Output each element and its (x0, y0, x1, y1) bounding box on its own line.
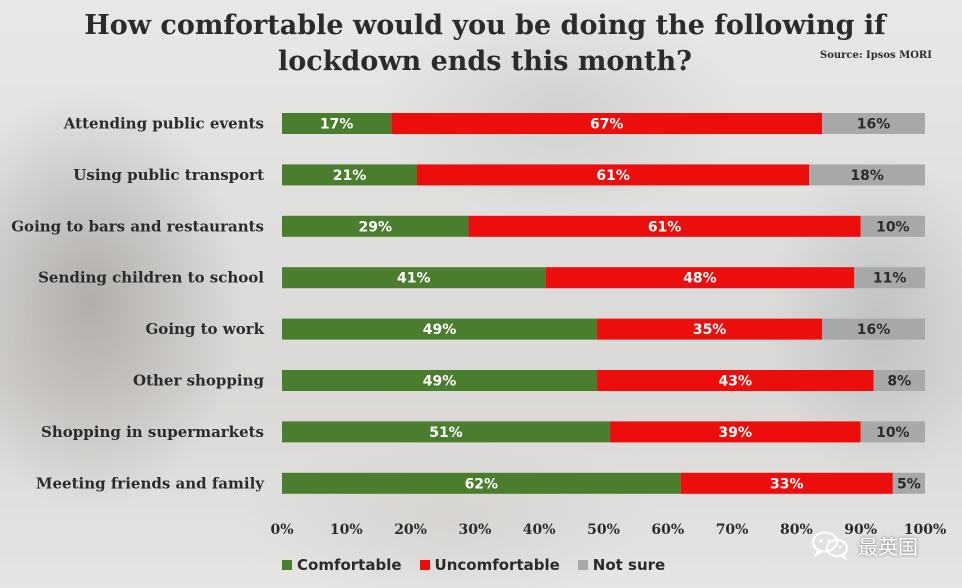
data-label-not-sure: 10% (876, 219, 910, 235)
data-label-not-sure: 16% (857, 117, 891, 133)
bar-not-sure (854, 267, 925, 289)
wechat-icon (812, 531, 848, 560)
bar-uncomfortable (597, 318, 823, 340)
bar-comfortable (282, 421, 610, 443)
category-label: Meeting friends and family (36, 474, 265, 492)
x-tick-label: 60% (651, 522, 684, 538)
data-label-not-sure: 18% (850, 168, 884, 184)
bar-not-sure (892, 472, 925, 494)
data-label-comfortable: 21% (333, 168, 367, 184)
watermark-text: 最英国 (858, 534, 918, 559)
x-tick-label: 80% (780, 522, 813, 538)
x-tick-label: 50% (587, 522, 620, 538)
bar-not-sure (822, 318, 925, 340)
x-tick-label: 40% (523, 522, 556, 538)
legend-swatch (282, 560, 292, 570)
chart-legend: Comfortable Uncomfortable Not sure (282, 556, 665, 574)
data-label-uncomfortable: 35% (693, 322, 727, 338)
x-tick-label: 70% (716, 522, 749, 538)
data-label-not-sure: 8% (887, 374, 911, 390)
data-label-comfortable: 17% (320, 117, 354, 133)
watermark: 最英国 (810, 530, 918, 560)
legend-item: Comfortable (282, 556, 402, 574)
legend-swatch (577, 560, 588, 570)
legend-item: Not sure (577, 556, 666, 574)
bar-not-sure (873, 370, 925, 391)
data-label-comfortable: 62% (465, 476, 499, 492)
data-label-not-sure: 11% (873, 271, 907, 287)
data-label-comfortable: 49% (423, 322, 457, 338)
legend-item: Uncomfortable (419, 556, 560, 574)
data-label-uncomfortable: 67% (590, 117, 624, 133)
category-label: Using public transport (73, 166, 264, 184)
data-label-uncomfortable: 43% (719, 374, 753, 390)
legend-swatch (419, 560, 430, 570)
category-label: Other shopping (133, 372, 265, 390)
bar-not-sure (822, 113, 925, 134)
bar-not-sure (860, 215, 925, 237)
x-tick-label: 90% (844, 522, 877, 538)
chart-title-line-1: How comfortable would you be doing the f… (84, 10, 886, 41)
data-label-comfortable: 51% (429, 425, 463, 441)
bar-not-sure (809, 164, 925, 186)
bar-comfortable (282, 318, 598, 340)
bar-comfortable (282, 472, 681, 494)
data-label-not-sure: 16% (857, 322, 891, 338)
bar-uncomfortable (391, 113, 823, 134)
data-label-uncomfortable: 33% (770, 476, 804, 492)
bar-uncomfortable (545, 267, 855, 289)
bar-comfortable (282, 370, 598, 391)
data-label-comfortable: 49% (423, 374, 457, 390)
category-label: Sending children to school (38, 269, 264, 287)
category-label: Going to work (146, 320, 265, 338)
data-label-comfortable: 41% (397, 271, 431, 287)
data-label-uncomfortable: 39% (719, 425, 753, 441)
legend-label: Not sure (592, 556, 666, 574)
bar-comfortable (282, 267, 546, 289)
category-label: Going to bars and restaurants (11, 217, 264, 235)
x-tick-label: 10% (330, 522, 363, 538)
legend-label: Uncomfortable (434, 556, 560, 574)
category-label: Attending public events (63, 115, 264, 133)
data-label-not-sure: 5% (897, 476, 921, 492)
bar-uncomfortable (417, 164, 810, 186)
bar-uncomfortable (680, 472, 893, 494)
data-label-comfortable: 29% (358, 219, 392, 235)
bar-comfortable (282, 215, 469, 237)
legend-label: Comfortable (297, 556, 402, 574)
data-label-uncomfortable: 61% (648, 219, 682, 235)
x-tick-label: 0% (270, 522, 293, 538)
chart-title-line-2: lockdown ends this month? (278, 46, 692, 77)
bar-not-sure (860, 421, 925, 443)
bar-comfortable (282, 113, 392, 134)
x-tick-label: 30% (459, 522, 492, 538)
category-label: Shopping in supermarkets (41, 423, 264, 441)
bar-uncomfortable (468, 215, 861, 237)
x-tick-label: 100% (904, 522, 947, 538)
bar-comfortable (282, 164, 418, 186)
data-label-not-sure: 10% (876, 425, 910, 441)
data-label-uncomfortable: 61% (596, 168, 630, 184)
data-label-uncomfortable: 48% (683, 271, 717, 287)
x-tick-label: 20% (394, 522, 427, 538)
chart-source: Source: Ipsos MORI (820, 50, 932, 61)
bar-uncomfortable (609, 421, 861, 443)
bar-uncomfortable (597, 370, 874, 391)
